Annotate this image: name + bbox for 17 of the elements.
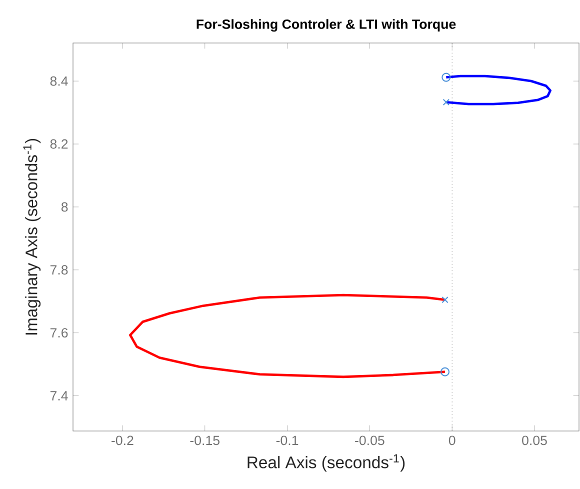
y-tick-label: 8.2 [50, 139, 68, 149]
y-tick-label: 7.8 [50, 265, 68, 275]
line-series [129, 294, 446, 378]
y-axis-title: Imaginary Axis (seconds$^{-1}$) [23, 138, 41, 335]
x-tick-label: -0.1 [276, 436, 298, 446]
x-tick-label: -0.05 [355, 436, 384, 446]
x-tick-label: -0.2 [112, 436, 134, 446]
chart-title: For-Sloshing Controler & LTI with Torque [196, 19, 456, 32]
x-axis-title: Real Axis (seconds$^{-1}$) [248, 454, 405, 472]
y-tick-label: 7.6 [50, 328, 68, 338]
line-series [444, 74, 552, 106]
y-tick-label: 8 [61, 202, 68, 212]
x-tick-label: 0 [448, 436, 456, 446]
x-tick-label: 0.05 [522, 436, 547, 446]
y-tick-label: 8.4 [50, 76, 68, 86]
y-tick-label: 7.4 [50, 391, 68, 400]
x-tick-label: -0.15 [190, 436, 220, 446]
